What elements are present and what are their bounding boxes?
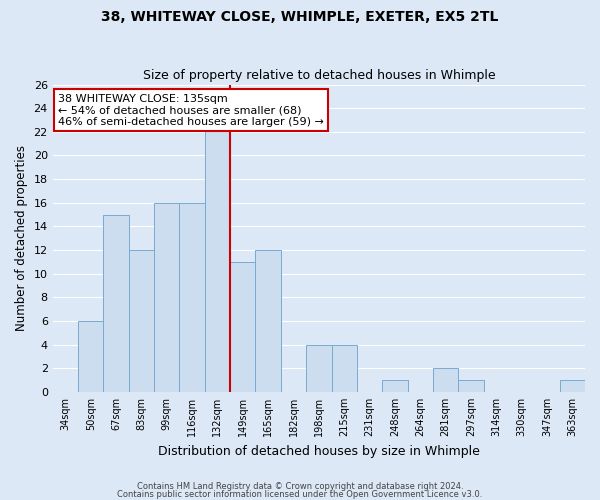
Bar [332, 344, 357, 392]
Text: Contains public sector information licensed under the Open Government Licence v3: Contains public sector information licen… [118, 490, 482, 499]
Bar [78, 321, 103, 392]
Bar [205, 120, 230, 392]
Bar [256, 250, 281, 392]
Text: 38, WHITEWAY CLOSE, WHIMPLE, EXETER, EX5 2TL: 38, WHITEWAY CLOSE, WHIMPLE, EXETER, EX5… [101, 10, 499, 24]
Bar [129, 250, 154, 392]
Title: Size of property relative to detached houses in Whimple: Size of property relative to detached ho… [143, 69, 495, 82]
Bar [433, 368, 458, 392]
Text: Contains HM Land Registry data © Crown copyright and database right 2024.: Contains HM Land Registry data © Crown c… [137, 482, 463, 491]
X-axis label: Distribution of detached houses by size in Whimple: Distribution of detached houses by size … [158, 444, 480, 458]
Bar [103, 214, 129, 392]
Y-axis label: Number of detached properties: Number of detached properties [15, 145, 28, 331]
Bar [382, 380, 407, 392]
Bar [306, 344, 332, 392]
Bar [560, 380, 585, 392]
Bar [179, 203, 205, 392]
Text: 38 WHITEWAY CLOSE: 135sqm
← 54% of detached houses are smaller (68)
46% of semi-: 38 WHITEWAY CLOSE: 135sqm ← 54% of detac… [58, 94, 324, 127]
Bar [230, 262, 256, 392]
Bar [154, 203, 179, 392]
Bar [458, 380, 484, 392]
